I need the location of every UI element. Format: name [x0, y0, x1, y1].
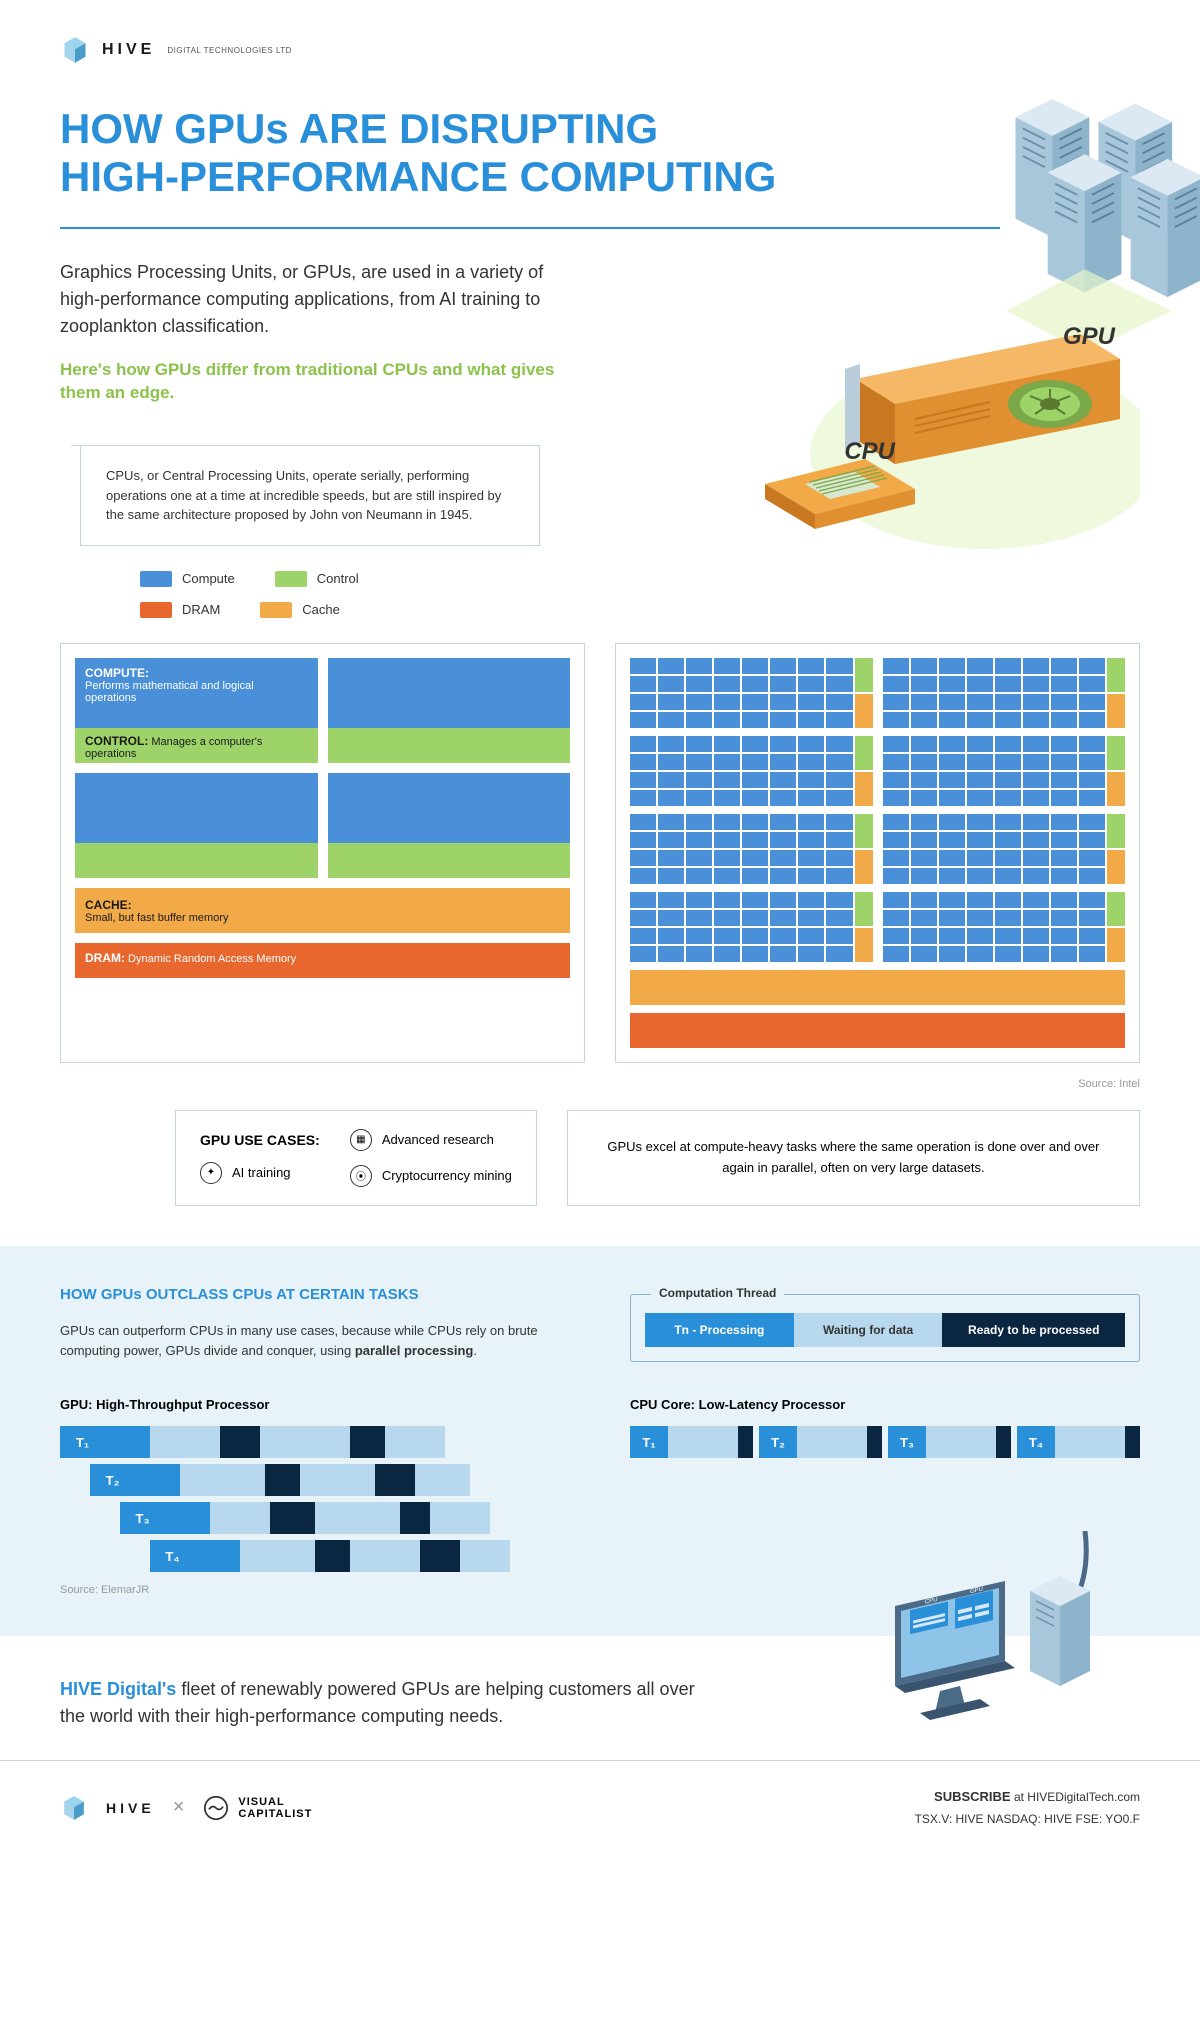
subscribe-label: SUBSCRIBE — [934, 1789, 1011, 1804]
outclass-section: HOW GPUs OUTCLASS CPUs AT CERTAIN TASKS … — [0, 1246, 1200, 1637]
thread-processing: Tn - Processing — [645, 1313, 794, 1347]
legend-control: Control — [275, 571, 359, 587]
footer: HIVE × VISUAL CAPITALIST SUBSCRIBE at HI… — [0, 1760, 1200, 1854]
use-cases-title: GPU USE CASES: — [200, 1132, 320, 1148]
cpu-threads-diagram: T₁T₂T₃T₄ — [630, 1426, 1140, 1458]
architecture-diagrams: COMPUTE: Performs mathematical and logic… — [0, 643, 1200, 1078]
gpu-excel-box: GPUs excel at compute-heavy tasks where … — [567, 1110, 1140, 1206]
gpu-threads-diagram: T₁T₂T₃T₄ — [60, 1426, 570, 1572]
intro-text: Graphics Processing Units, or GPUs, are … — [60, 259, 560, 340]
source-intel: Source: Intel — [0, 1078, 1200, 1110]
brand-subtitle: DIGITAL TECHNOLOGIES LTD — [167, 46, 292, 55]
cpu-proc-title: CPU Core: Low-Latency Processor — [630, 1397, 1140, 1412]
legend-swatch-control — [275, 571, 307, 587]
intro-section: Graphics Processing Units, or GPUs, are … — [0, 229, 1200, 416]
source-elemar: Source: ElemarJR — [60, 1584, 570, 1596]
gpu-architecture — [615, 643, 1140, 1063]
svg-text:GPU: GPU — [1063, 324, 1116, 350]
closing-text: HIVE Digital's fleet of renewably powere… — [0, 1636, 780, 1760]
title-line-2: HIGH-PERFORMANCE COMPUTING — [60, 153, 776, 200]
control-block: CONTROL: Manages a computer's operations — [75, 728, 318, 763]
cpu-architecture: COMPUTE: Performs mathematical and logic… — [60, 643, 585, 1063]
legend-dram: DRAM — [140, 602, 220, 618]
crypto-icon: ⦿ — [350, 1165, 372, 1187]
legend-compute: Compute — [140, 571, 235, 587]
vc-logo: VISUAL CAPITALIST — [202, 1794, 312, 1822]
ticker-info: TSX.V: HIVE NASDAQ: HIVE FSE: YO0.F — [915, 1809, 1140, 1831]
hive-logo-icon — [60, 35, 90, 65]
use-case-item: ⦿ Cryptocurrency mining — [350, 1165, 512, 1187]
gpu-cpu-illustration: GPU CPU — [720, 324, 1140, 604]
use-case-item: ▦ Advanced research — [350, 1129, 512, 1151]
legend-label: Control — [317, 571, 359, 586]
brand-name: HIVE — [102, 41, 155, 59]
svg-text:CPU: CPU — [844, 438, 895, 465]
use-case-item: ✦ AI training — [200, 1162, 320, 1184]
title-line-1: HOW GPUs ARE DISRUPTING — [60, 105, 658, 152]
thread-legend: Computation Thread Tn - Processing Waiti… — [630, 1294, 1140, 1362]
thread-ready: Ready to be processed — [942, 1313, 1125, 1347]
legend-label: Compute — [182, 571, 235, 586]
vc-icon — [202, 1794, 230, 1822]
legend-cache: Cache — [260, 602, 340, 618]
legend-swatch-cache — [260, 602, 292, 618]
legend-label: DRAM — [182, 602, 220, 617]
gpu-proc-title: GPU: High-Throughput Processor — [60, 1397, 570, 1412]
monitor-illustration: CPU GPU — [885, 1531, 1115, 1721]
research-icon: ▦ — [350, 1129, 372, 1151]
outclass-title: HOW GPUs OUTCLASS CPUs AT CERTAIN TASKS — [60, 1286, 570, 1303]
intro-highlight: Here's how GPUs differ from traditional … — [60, 358, 560, 406]
thread-legend-title: Computation Thread — [651, 1286, 784, 1300]
outclass-text: GPUs can outperform CPUs in many use cas… — [60, 1321, 570, 1363]
legend-swatch-compute — [140, 571, 172, 587]
footer-brand: HIVE — [106, 1800, 155, 1816]
x-divider-icon: × — [173, 1796, 185, 1819]
use-cases-box: GPU USE CASES: ✦ AI training ▦ Advanced … — [175, 1110, 537, 1206]
use-cases-row: GPU USE CASES: ✦ AI training ▦ Advanced … — [0, 1110, 1200, 1206]
dram-block: DRAM: Dynamic Random Access Memory — [75, 943, 570, 978]
legend-swatch-dram — [140, 602, 172, 618]
cpu-description-box: CPUs, or Central Processing Units, opera… — [80, 445, 540, 546]
hive-logo-icon — [60, 1794, 88, 1822]
legend-label: Cache — [302, 602, 340, 617]
thread-waiting: Waiting for data — [794, 1313, 943, 1347]
ai-icon: ✦ — [200, 1162, 222, 1184]
compute-block: COMPUTE: Performs mathematical and logic… — [75, 658, 318, 728]
color-legend: Compute Control DRAM Cache — [0, 571, 500, 643]
cache-block: CACHE: Small, but fast buffer memory — [75, 888, 570, 933]
header: HIVE DIGITAL TECHNOLOGIES LTD — [0, 0, 1200, 85]
